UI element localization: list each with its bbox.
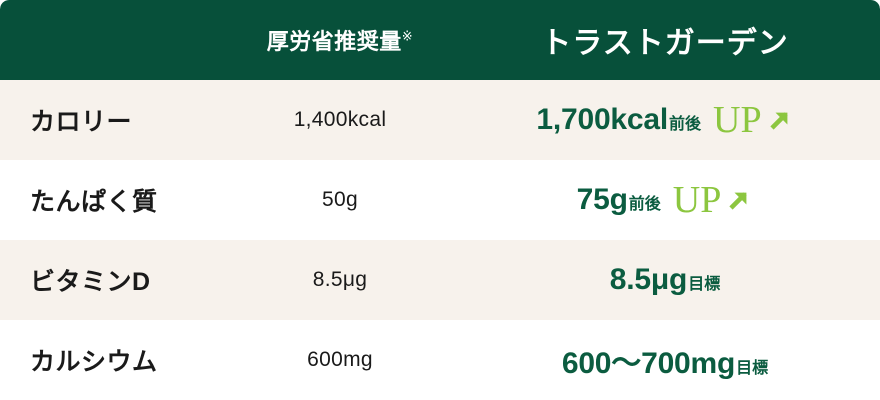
standard-value: 600mg [307, 348, 373, 371]
brand-value: 8.5μg 目標 [609, 263, 721, 296]
row-brand-vitamin-d: 8.5μg 目標 [450, 263, 880, 297]
row-brand-protein: 75g 前後 UP [450, 181, 880, 219]
row-standard-calcium: 600mg [230, 348, 450, 372]
header-cell-standard: 厚労省推奨量※ [230, 24, 450, 56]
up-badge: UP [673, 181, 754, 219]
table-row: カロリー 1,400kcal 1,700kcal 前後 UP [0, 80, 880, 160]
row-standard-vitamin-d: 8.5μg [230, 268, 450, 292]
row-brand-calcium: 600〜700mg 目標 [450, 338, 880, 382]
standard-value: 8.5μg [312, 268, 368, 291]
table-header-row: 厚労省推奨量※ トラストガーデン [0, 0, 880, 80]
brand-value: 600〜700mg 目標 [561, 347, 769, 380]
up-label: UP [713, 99, 762, 141]
standard-value: 1,400kcal [293, 108, 387, 131]
arrow-up-right-icon [723, 186, 753, 216]
row-label-calorie: カロリー [30, 108, 133, 136]
row-standard-calorie: 1,400kcal [230, 108, 450, 132]
row-standard-protein: 50g [230, 188, 450, 212]
up-badge: UP [713, 101, 794, 139]
row-label-protein: たんぱく質 [30, 188, 158, 216]
row-label-calcium: カルシウム [30, 348, 158, 376]
brand-suffix: 前後 [669, 116, 702, 133]
header-standard-label: 厚労省推奨量※ [266, 28, 414, 54]
brand-suffix: 目標 [736, 360, 769, 377]
standard-value: 50g [322, 188, 358, 211]
row-brand-calorie: 1,700kcal 前後 UP [450, 101, 880, 139]
row-label-vitamin-d: ビタミンD [30, 268, 151, 296]
header-brand-label: トラストガーデン [541, 27, 789, 60]
brand-value: 75g 前後 [576, 183, 661, 216]
arrow-up-right-icon [764, 106, 794, 136]
header-cell-brand: トラストガーデン [450, 18, 880, 62]
table-row: ビタミンD 8.5μg 8.5μg 目標 [0, 240, 880, 320]
table-row: カルシウム 600mg 600〜700mg 目標 [0, 320, 880, 400]
brand-suffix: 目標 [688, 276, 721, 293]
footnote-mark: ※ [401, 28, 414, 44]
table-row: たんぱく質 50g 75g 前後 UP [0, 160, 880, 240]
brand-value: 1,700kcal 前後 [536, 103, 702, 136]
brand-suffix: 前後 [628, 196, 661, 213]
up-label: UP [672, 179, 722, 221]
